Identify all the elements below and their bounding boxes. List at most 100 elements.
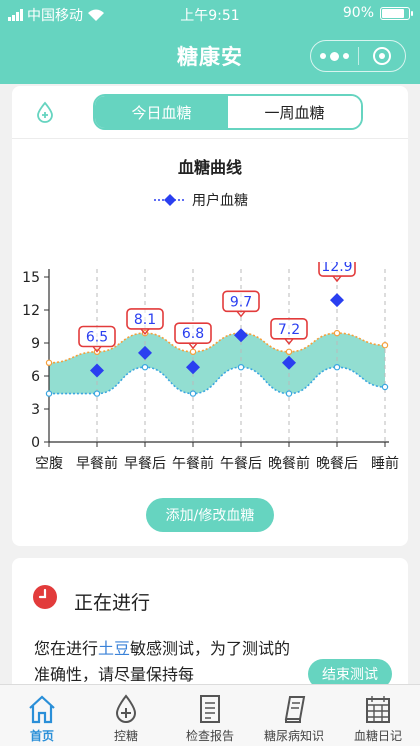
- x-tick-label: 午餐后: [220, 456, 262, 472]
- y-tick-label: 0: [31, 435, 40, 451]
- data-label: 7.2: [278, 322, 300, 338]
- upper-bound-point: [189, 348, 197, 356]
- battery-percent: 90%: [342, 5, 374, 21]
- chart-title: 血糖曲线: [177, 158, 242, 177]
- tab-knowledge-label: 糖尿病知识: [263, 729, 324, 743]
- upper-bound-line: [48, 332, 386, 364]
- x-tick-label: 晚餐后: [316, 456, 358, 472]
- y-tick-label: 15: [22, 270, 40, 286]
- target-range-band: [49, 333, 385, 394]
- data-label: 6.5: [86, 330, 108, 346]
- book-icon: [284, 696, 306, 723]
- user-glucose-point: [186, 360, 200, 375]
- glucose-card: 今日血糖 一周血糖 血糖曲线 用户血糖 0 3 6 9 12 15 空腹 早餐前 早餐后 午餐前午…: [12, 86, 408, 546]
- tab-diary[interactable]: 血糖日记: [336, 685, 420, 746]
- drop-plus-icon: [115, 694, 137, 723]
- miniprogram-capsule: [310, 40, 406, 72]
- tab-knowledge[interactable]: 糖尿病知识: [252, 685, 336, 746]
- tab-diary-label: 血糖日记: [353, 729, 402, 743]
- x-tick-label: 晚餐前: [268, 455, 310, 472]
- drop-plus-icon: [37, 101, 53, 123]
- page-title: 糖康安: [177, 45, 243, 69]
- tab-glucose-control[interactable]: 控糖: [84, 685, 168, 746]
- data-label-pointer: [188, 342, 198, 350]
- lower-bound-point: [45, 390, 53, 397]
- user-glucose-point: [330, 293, 344, 308]
- data-label: 8.1: [134, 312, 156, 328]
- upper-bound-point: [45, 359, 53, 367]
- glucose-chart: 0 3 6 9 12 15 空腹 早餐前 早餐后 午餐前 午餐后 晚餐前 晚餐后 睡前 6.5 8.1 6.8 9…: [22, 262, 399, 472]
- data-label-box: [270, 317, 308, 340]
- lower-bound-point: [237, 363, 245, 371]
- data-label-pointer: [92, 346, 102, 353]
- legend-label: 用户血糖: [192, 193, 248, 209]
- status-bar: 中国移动 上午9:51 90%: [0, 0, 420, 28]
- lower-bound-point: [381, 383, 389, 391]
- y-tick-label: 9: [31, 336, 40, 352]
- tab-home[interactable]: 首页: [0, 685, 84, 746]
- tab-bar: 首页 控糖 检查报告 糖尿病知识 血糖日记: [0, 684, 420, 746]
- carrier-label: 中国移动: [27, 8, 83, 24]
- data-label-box: [222, 290, 260, 313]
- in-progress-title: 正在进行: [74, 592, 151, 614]
- tab-home-label: 首页: [29, 729, 54, 743]
- x-tick-label: 睡前: [371, 455, 399, 472]
- tab-control-label: 控糖: [113, 729, 138, 743]
- progress-text-before: 您在进行: [34, 639, 99, 658]
- tab-reports[interactable]: 检查报告: [168, 685, 252, 746]
- nav-bar: 糖康安: [0, 28, 420, 84]
- lower-bound-point: [141, 363, 149, 371]
- tab-reports-label: 检查报告: [185, 729, 234, 743]
- close-miniprogram-button[interactable]: [359, 41, 405, 71]
- add-edit-glucose-button[interactable]: 添加/修改血糖: [146, 498, 274, 532]
- home-icon: [29, 695, 55, 724]
- user-glucose-point: [138, 345, 152, 360]
- upper-bound-point: [285, 348, 293, 356]
- lower-bound-point: [93, 390, 101, 397]
- x-tick-label: 空腹: [35, 455, 63, 472]
- tab-week[interactable]: 一周血糖: [228, 96, 361, 128]
- progress-description: 您在进行土豆敏感测试，为了测试的准确性，请尽量保持每: [34, 636, 302, 688]
- data-label: 6.8: [182, 326, 204, 342]
- chart-legend: 用户血糖: [154, 190, 248, 210]
- target-icon: [372, 47, 391, 65]
- y-tick-label: 6: [31, 369, 40, 385]
- user-glucose-point: [282, 355, 296, 370]
- data-label: 9.7: [230, 294, 252, 310]
- upper-bound-point: [333, 329, 341, 337]
- lower-bound-point: [189, 390, 197, 397]
- x-tick-label: 早餐前: [76, 455, 118, 472]
- data-label-pointer: [236, 310, 246, 318]
- y-tick-label: 3: [31, 402, 40, 418]
- clock-icon: [33, 585, 57, 609]
- lower-bound-point: [333, 363, 341, 371]
- report-icon: [200, 695, 220, 723]
- y-tick-label: 12: [22, 303, 40, 319]
- x-tick-label: 早餐后: [124, 456, 166, 472]
- lower-bound-point: [285, 390, 293, 397]
- user-glucose-point: [234, 328, 248, 343]
- data-label-box: [126, 308, 164, 330]
- wifi-icon: [88, 9, 104, 21]
- signal-icon: [8, 9, 23, 21]
- data-label-box: [318, 262, 356, 277]
- test-food-link[interactable]: 土豆: [98, 639, 131, 658]
- upper-bound-point: [381, 341, 389, 349]
- legend-marker: [154, 194, 186, 206]
- x-tick-label: 午餐前: [172, 455, 214, 472]
- divider: [12, 138, 408, 139]
- data-label-box: [78, 325, 116, 348]
- data-label: 12.9: [321, 262, 352, 275]
- battery-icon: [380, 6, 413, 20]
- more-options-button[interactable]: [311, 41, 358, 71]
- calendar-icon: [366, 696, 390, 723]
- user-glucose-point: [90, 363, 104, 378]
- lower-bound-line: [49, 366, 386, 395]
- data-label-pointer: [284, 338, 294, 345]
- data-label-box: [174, 322, 212, 345]
- progress-text-after: 敏感测试，为了测试的准确性，请尽量保持每: [34, 639, 291, 684]
- data-label-pointer: [140, 328, 150, 336]
- period-toggle: 今日血糖 一周血糖: [93, 94, 363, 130]
- tab-today[interactable]: 今日血糖: [95, 96, 228, 128]
- status-time: 上午9:51: [180, 8, 240, 24]
